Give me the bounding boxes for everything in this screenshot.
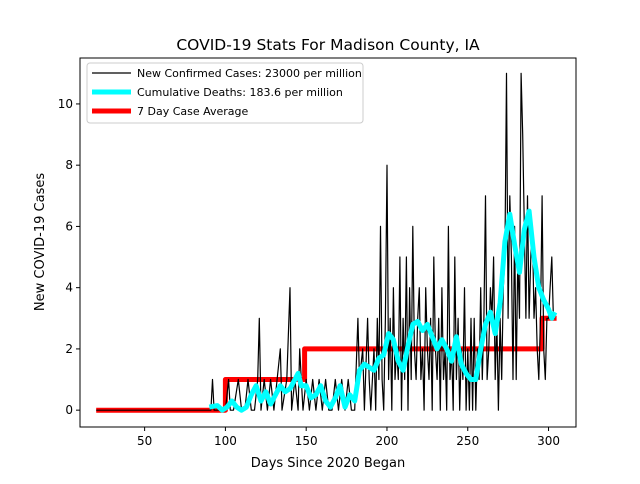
- legend-box: [86, 62, 364, 124]
- x-tick-label: 300: [537, 434, 560, 448]
- x-tick-label: 150: [295, 434, 318, 448]
- y-axis-ticks: 0 2 4 6 8 10: [58, 97, 80, 417]
- series-line-cumulative-deaths: [208, 208, 558, 413]
- x-axis-label: Days Since 2020 Began: [251, 456, 406, 471]
- y-tick-label: 2: [65, 342, 73, 356]
- y-tick-label: 10: [58, 97, 73, 111]
- legend: New Confirmed Cases: 23000 per million C…: [86, 62, 364, 124]
- x-tick-label: 250: [456, 434, 479, 448]
- series-layer: [96, 72, 558, 413]
- y-tick-label: 6: [65, 219, 73, 233]
- legend-label-deaths: Cumulative Deaths: 183.6 per million: [137, 86, 343, 99]
- y-tick-label: 4: [65, 281, 73, 295]
- y-tick-label: 0: [65, 403, 73, 417]
- legend-label-cases: New Confirmed Cases: 23000 per million: [137, 67, 362, 80]
- x-tick-label: 200: [376, 434, 399, 448]
- x-tick-label: 100: [214, 434, 237, 448]
- x-axis-ticks: 50 100 150 200 250 300: [137, 427, 560, 448]
- y-tick-label: 8: [65, 158, 73, 172]
- x-tick-label: 50: [137, 434, 152, 448]
- y-axis-label: New COVID-19 Cases: [33, 173, 48, 311]
- plot-frame: [79, 57, 577, 428]
- chart-title: COVID-19 Stats For Madison County, IA: [176, 36, 480, 54]
- legend-label-average: 7 Day Case Average: [137, 105, 249, 118]
